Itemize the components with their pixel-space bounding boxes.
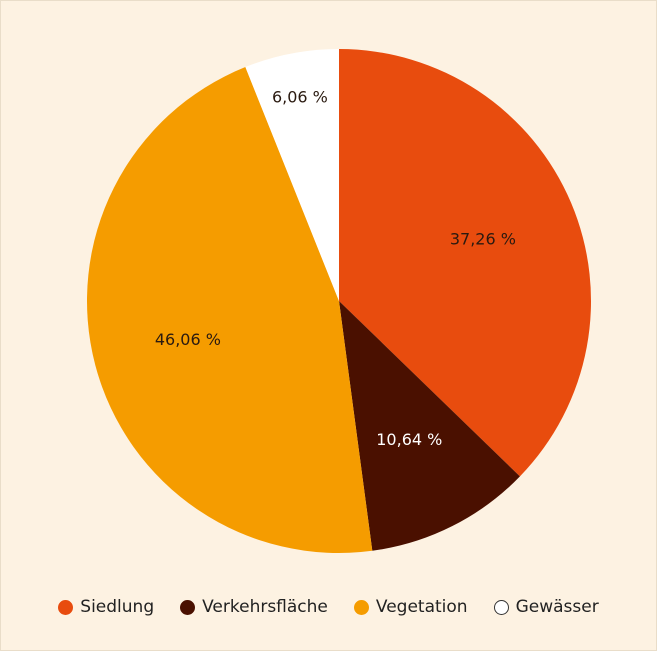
- legend: Siedlung Verkehrsfläche Vegetation Gewässer: [1, 597, 656, 617]
- legend-swatch: [58, 599, 74, 615]
- legend-swatch: [493, 599, 509, 615]
- legend-label: Verkehrsfläche: [202, 597, 328, 617]
- legend-item: Siedlung: [58, 597, 154, 617]
- data-label: 37,26 %: [450, 230, 516, 249]
- legend-item: Vegetation: [353, 597, 468, 617]
- legend-label: Gewässer: [515, 597, 599, 617]
- legend-label: Siedlung: [80, 597, 155, 617]
- legend-swatch: [180, 599, 196, 615]
- legend-item: Verkehrsfläche: [180, 597, 328, 617]
- data-label: 10,64 %: [376, 430, 442, 449]
- data-label: 6,06 %: [272, 88, 328, 107]
- chart: 37,26 % 10,64 % 46,06 % 6,06 %: [86, 49, 592, 554]
- pie-slice: [245, 49, 339, 301]
- data-label: 46,06 %: [155, 330, 221, 349]
- pie-slice: [339, 49, 592, 477]
- legend-swatch: [353, 599, 369, 615]
- pie-slice: [86, 67, 373, 554]
- pie-slice: [339, 301, 520, 551]
- legend-item: Gewässer: [493, 597, 599, 617]
- legend-label: Vegetation: [375, 597, 468, 617]
